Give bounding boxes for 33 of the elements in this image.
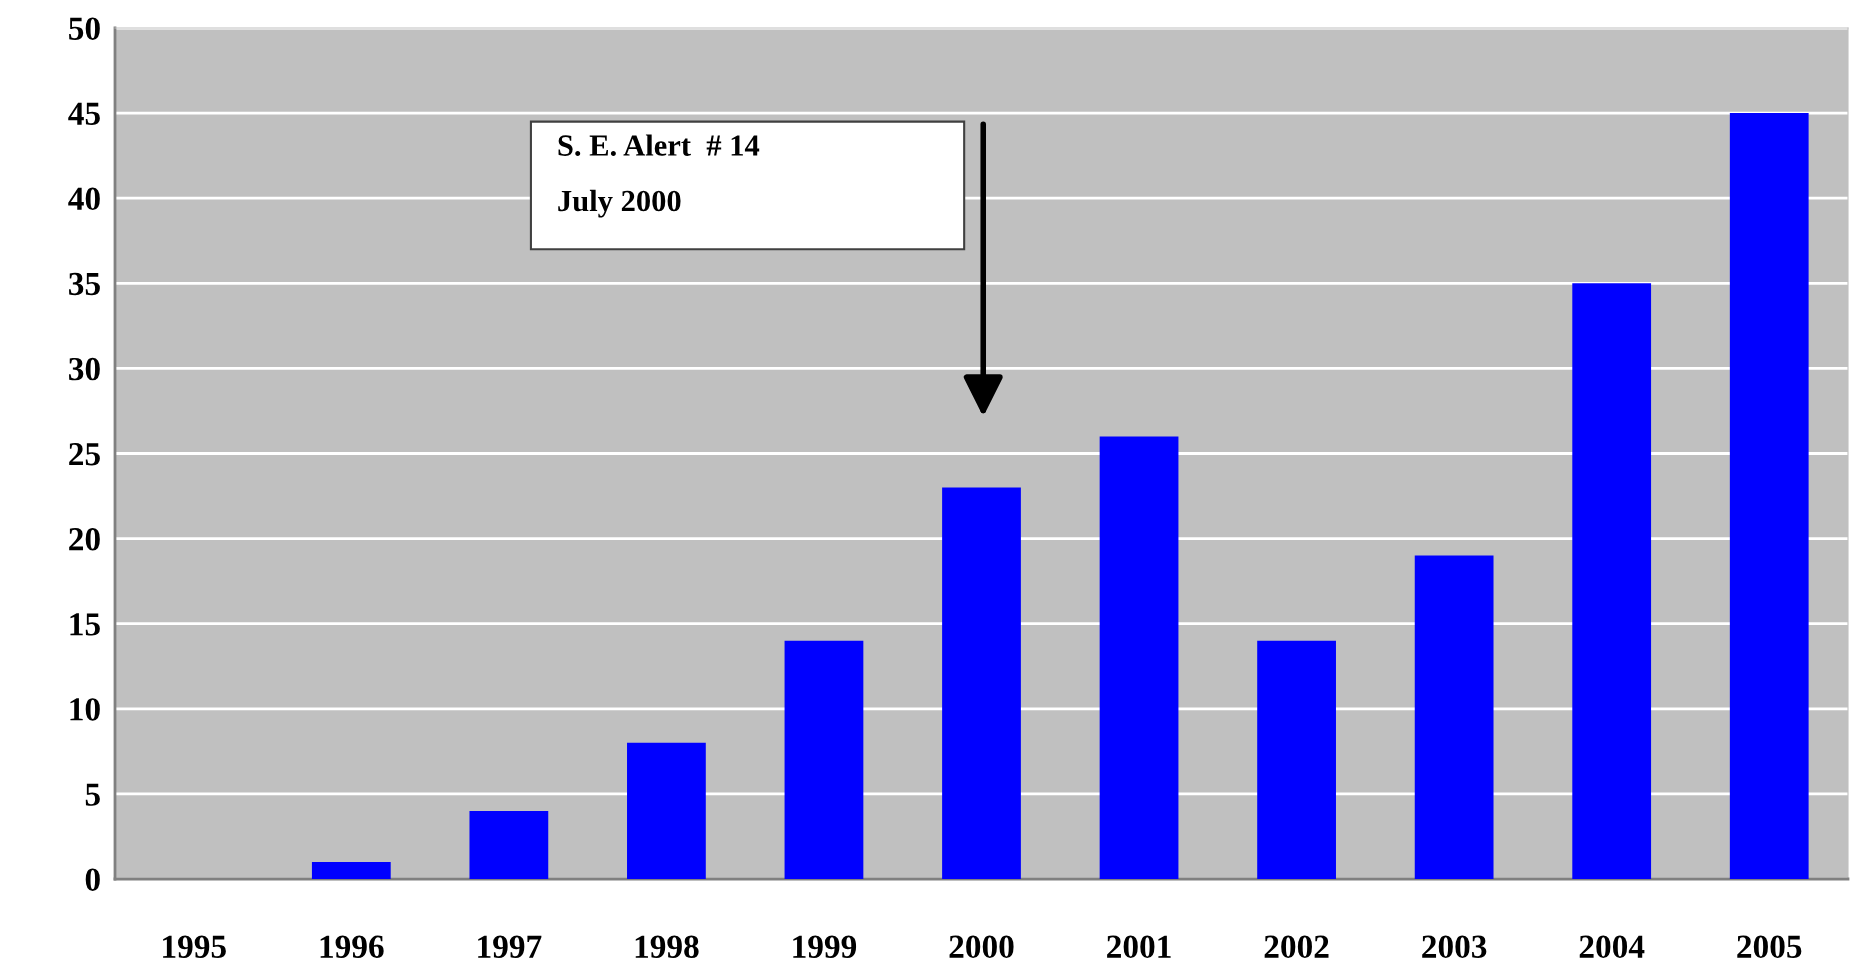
y-tick-label: 0 (85, 868, 100, 891)
bar (1257, 640, 1336, 879)
x-tick-label: 2005 (1737, 935, 1802, 959)
y-tick-label: 45 (68, 102, 100, 125)
y-tick-label: 25 (69, 442, 100, 466)
bar (1729, 113, 1809, 879)
x-tick-label: 2000 (949, 935, 1014, 959)
bar (784, 640, 864, 879)
x-tick-label: 1999 (793, 935, 857, 959)
bar (311, 861, 391, 879)
x-tick-label: 1996 (320, 935, 384, 959)
y-tick-label: 10 (70, 698, 100, 721)
y-tick-label: 40 (68, 187, 100, 211)
x-tick-label: 1997 (478, 935, 542, 959)
bar (469, 810, 549, 879)
x-tick-label: 2002 (1264, 935, 1329, 959)
y-tick-label: 50 (69, 17, 100, 40)
annotation: S. E. Alert # 14 July 2000 (558, 134, 760, 218)
x-tick-label: 2001 (1107, 935, 1171, 959)
y-tick-label: 35 (69, 272, 100, 296)
x-tick-label: 1998 (635, 935, 699, 959)
bar (1099, 436, 1179, 879)
y-tick-label: 5 (85, 783, 100, 806)
bar (1572, 283, 1652, 879)
y-tick-label: 15 (70, 613, 100, 636)
x-tick-label: 2004 (1579, 935, 1645, 959)
y-tick-label: 30 (69, 357, 100, 381)
y-tick-label: 20 (69, 528, 100, 551)
x-tick-label: 2003 (1422, 935, 1487, 959)
bar (942, 487, 1021, 879)
bar (627, 742, 706, 879)
bar (1414, 555, 1494, 879)
x-tick-label: 1995 (163, 935, 226, 959)
